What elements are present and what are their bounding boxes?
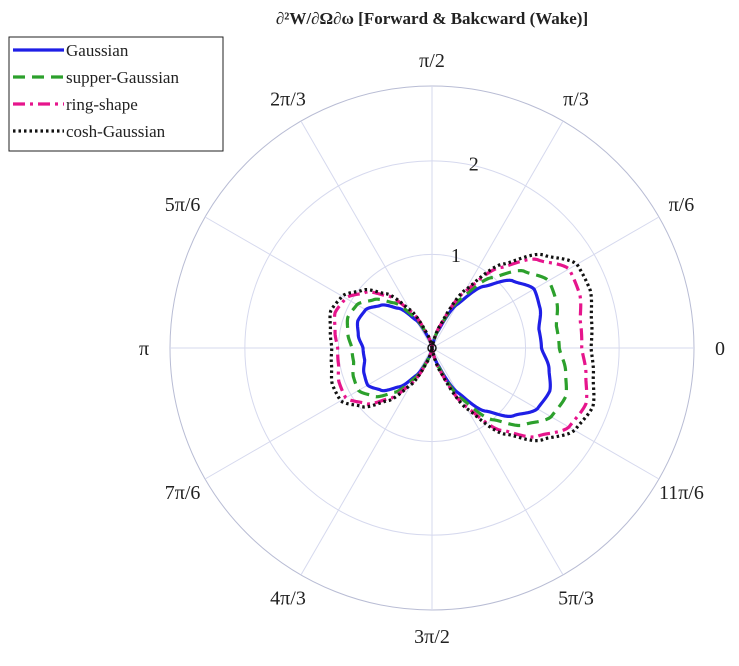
angular-grid-spoke (431, 120, 564, 349)
angular-grid-spoke (204, 216, 433, 349)
legend-item: ring-shape (13, 95, 138, 114)
forward-lobe (430, 269, 568, 428)
radial-tick-label: 2 (469, 153, 479, 175)
series-layer (328, 252, 596, 443)
angle-tick-label: 5π/3 (558, 587, 594, 609)
legend-box (8, 36, 224, 152)
legend-label: cosh-Gaussian (66, 122, 166, 141)
angular-grid-spoke (431, 216, 660, 349)
angle-tick-label: 11π/6 (659, 482, 704, 504)
legend-label: supper-Gaussian (66, 68, 179, 87)
series-supper-gaussian-curve (345, 269, 568, 428)
angle-tick-label: 4π/3 (270, 587, 306, 609)
angle-tick-label: π/3 (563, 89, 589, 111)
legend-label: ring-shape (66, 95, 138, 114)
forward-lobe (430, 257, 589, 439)
chart-title: ∂²W/∂Ω∂ω [Forward & Bakcward (Wake)] (276, 9, 588, 28)
legend-item: Gaussian (13, 41, 129, 60)
angle-tick-label: π (139, 338, 149, 360)
angle-tick-label: 3π/2 (414, 626, 450, 648)
backward-lobe (328, 288, 434, 409)
angle-tick-label: 0 (715, 338, 725, 360)
series-cosh-gaussian-curve (328, 252, 596, 443)
forward-lobe (430, 278, 552, 418)
angular-grid-spoke (204, 347, 433, 480)
angle-tick-label: 7π/6 (165, 482, 201, 504)
backward-lobe (345, 297, 434, 399)
angle-tick-label: π/2 (419, 50, 445, 72)
legend-item: cosh-Gaussian (13, 122, 166, 141)
angle-tick-label: 2π/3 (270, 89, 306, 111)
angular-grid-spoke (431, 347, 660, 480)
angular-grid-spoke (300, 347, 433, 576)
radial-tick-label: 1 (451, 245, 461, 267)
forward-lobe (430, 252, 596, 443)
angle-tick-label: π/6 (669, 194, 695, 216)
tick-labels: 0 π/6 π/3 π/2 2π/3 5π/6 π 7π/6 4π/3 3π/2 5π/3 11π/6… (139, 50, 725, 648)
angular-grid-spoke (431, 347, 564, 576)
origin-marker (427, 343, 437, 353)
polar-grid (169, 85, 695, 611)
legend-label: Gaussian (66, 41, 129, 60)
legend-item: supper-Gaussian (13, 68, 179, 87)
angle-tick-label: 5π/6 (165, 194, 201, 216)
legend: Gaussian supper-Gaussian ring-shape cosh-Ga… (8, 36, 224, 152)
